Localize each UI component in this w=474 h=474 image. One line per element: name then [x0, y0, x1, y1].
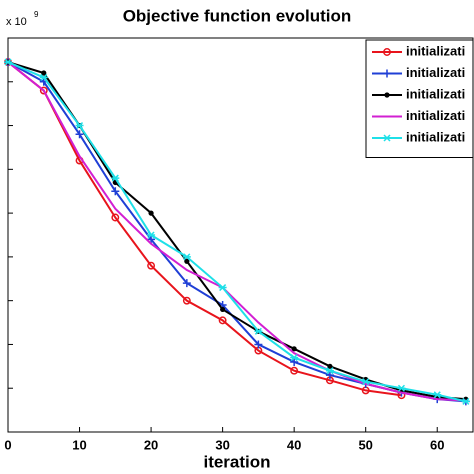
y-exponent: 9: [34, 10, 39, 19]
marker: [184, 258, 190, 264]
legend-marker: [383, 48, 391, 56]
series-line: [7, 61, 467, 403]
legend-label: initializati: [406, 108, 465, 123]
legend-label: initializati: [406, 43, 465, 58]
marker: [39, 86, 48, 95]
marker: [220, 306, 226, 313]
legend-marker-shape: [383, 134, 391, 142]
marker: [39, 73, 48, 81]
legend-marker-shape: [384, 92, 390, 98]
marker: [4, 58, 12, 66]
marker: [75, 122, 84, 130]
x-tick-label: 20: [144, 437, 158, 452]
marker: [433, 391, 442, 399]
legend-marker: [384, 92, 390, 98]
marker: [147, 261, 156, 270]
marker: [182, 296, 191, 305]
y-multiplier: x 10: [6, 16, 27, 28]
marker: [461, 397, 470, 405]
legend-marker: [383, 69, 391, 78]
legend-label: initializati: [406, 86, 465, 101]
x-tick-label: 0: [4, 437, 11, 452]
marker: [148, 210, 154, 216]
x-tick-label: 60: [430, 437, 444, 452]
marker: [290, 366, 299, 375]
marker: [290, 357, 299, 366]
legend-marker: [383, 134, 391, 142]
marker: [397, 384, 406, 392]
marker: [41, 70, 47, 76]
x-tick-label: 50: [358, 437, 372, 452]
marker: [218, 284, 227, 292]
marker: [111, 174, 120, 182]
marker: [254, 340, 263, 349]
x-axis-label: iteration: [203, 452, 270, 471]
legend-label: initializati: [406, 129, 465, 144]
marker: [182, 279, 191, 288]
legend-label: initializati: [406, 65, 465, 80]
chart-title: Objective function evolution: [123, 6, 352, 25]
series-line: [7, 61, 402, 397]
x-tick-label: 30: [215, 437, 229, 452]
marker: [290, 354, 299, 362]
x-tick-label: 10: [72, 437, 86, 452]
legend-marker-shape: [383, 69, 391, 78]
marker: [147, 231, 156, 239]
marker: [111, 213, 120, 222]
marker: [361, 378, 370, 386]
series-line: [7, 61, 466, 402]
legend-marker-shape: [383, 48, 391, 56]
marker: [325, 367, 334, 375]
marker: [291, 346, 297, 352]
marker: [147, 235, 156, 244]
plot-frame: [7, 37, 474, 433]
marker: [111, 187, 120, 196]
marker: [325, 371, 334, 380]
x-tick-label: 40: [287, 437, 301, 452]
marker: [218, 316, 227, 325]
marker: [182, 253, 191, 261]
marker: [254, 327, 263, 335]
marker: [327, 363, 333, 369]
marker: [75, 130, 84, 139]
